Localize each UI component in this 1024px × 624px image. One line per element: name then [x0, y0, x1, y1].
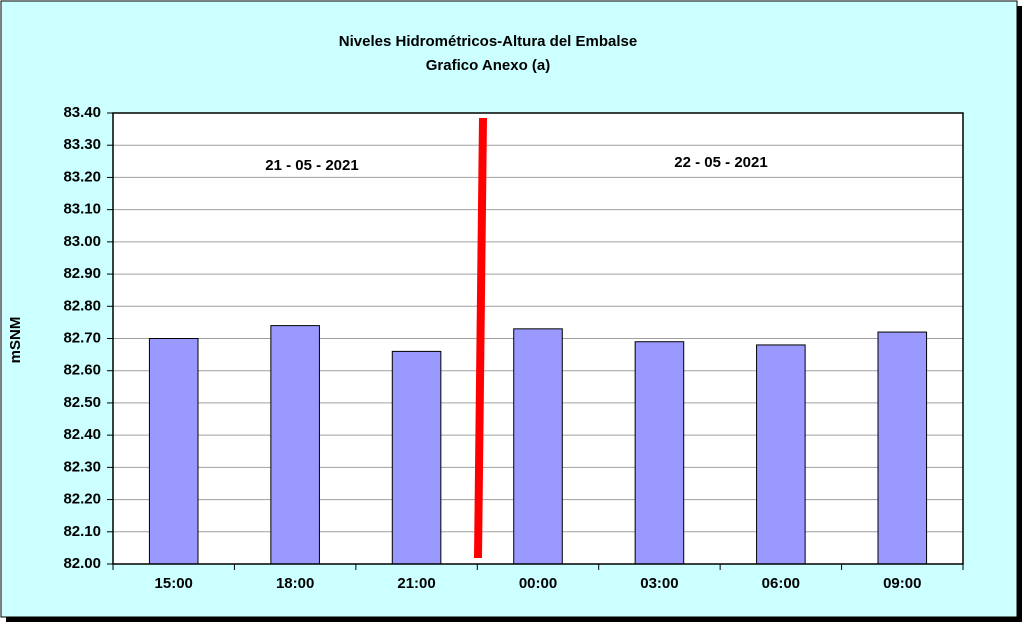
- x-tick-label: 00:00: [519, 575, 557, 592]
- y-tick-label: 83.40: [63, 104, 101, 121]
- y-tick-label: 82.70: [63, 329, 101, 346]
- y-tick-label: 83.30: [63, 136, 101, 153]
- annotation: 22 - 05 - 2021: [674, 154, 767, 171]
- x-tick-label: 09:00: [883, 575, 921, 592]
- y-tick-label: 83.10: [63, 201, 101, 218]
- annotation: 21 - 05 - 2021: [265, 157, 358, 174]
- plot-border: [112, 112, 964, 565]
- y-tick-label: 82.60: [63, 362, 101, 379]
- y-tick-label: 82.50: [63, 394, 101, 411]
- chart-subtitle: Grafico Anexo (a): [426, 57, 550, 74]
- x-tick-label: 03:00: [640, 575, 678, 592]
- chart-title: Niveles Hidrométricos-Altura del Embalse: [339, 33, 637, 50]
- x-tick-label: 06:00: [762, 575, 800, 592]
- bar: [877, 331, 928, 565]
- bar: [513, 328, 563, 565]
- bar: [756, 344, 806, 565]
- y-tick-label: 82.10: [63, 523, 101, 540]
- bar: [634, 341, 685, 565]
- y-tick-label: 83.00: [63, 233, 101, 250]
- bar: [270, 325, 320, 565]
- y-tick-label: 82.90: [63, 265, 101, 282]
- y-tick-label: 82.80: [63, 297, 101, 314]
- x-tick-label: 21:00: [397, 575, 435, 592]
- x-tick-label: 18:00: [276, 575, 314, 592]
- bar: [391, 350, 442, 565]
- y-tick-label: 82.00: [63, 555, 101, 572]
- y-tick-label: 82.20: [63, 491, 101, 508]
- y-tick-label: 82.40: [63, 426, 101, 443]
- bar: [148, 338, 199, 565]
- y-tick-label: 82.30: [63, 458, 101, 475]
- y-axis-label: mSNM: [7, 317, 24, 364]
- y-tick-label: 83.20: [63, 168, 101, 185]
- x-tick-label: 15:00: [155, 575, 193, 592]
- separator: [474, 117, 487, 559]
